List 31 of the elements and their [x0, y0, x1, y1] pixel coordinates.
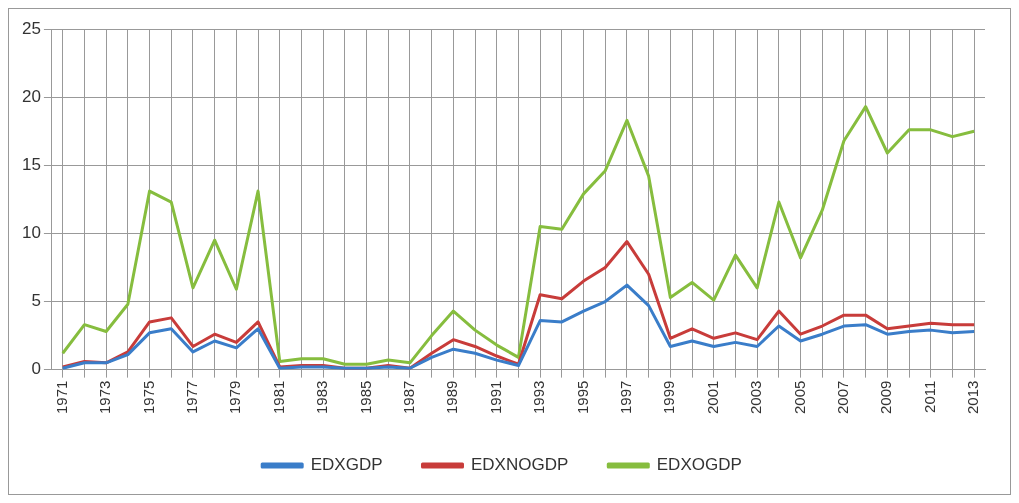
- x-tick-label: 2013: [964, 380, 982, 415]
- x-tick-label: 1977: [183, 380, 201, 415]
- x-tick-label: 1971: [52, 380, 70, 415]
- y-tick-label: 0: [31, 359, 41, 379]
- x-tick-label: 2005: [790, 380, 808, 415]
- x-tick-label: 1985: [356, 380, 374, 415]
- x-tick-label: 1973: [96, 380, 114, 415]
- x-tick-label: 1995: [573, 380, 591, 415]
- x-tick-label: 1983: [313, 380, 331, 415]
- legend-label: EDXGDP: [310, 455, 383, 475]
- legend-label: EDXOGDP: [656, 455, 742, 475]
- x-tick-label: 2003: [747, 380, 765, 415]
- y-tick-label: 20: [21, 86, 41, 106]
- x-tick-label: 2001: [703, 380, 721, 415]
- x-tick-label: 2011: [920, 380, 938, 413]
- x-tick-label: 1991: [486, 380, 504, 415]
- y-tick-label: 10: [21, 223, 41, 243]
- x-tick-label: 1979: [226, 380, 244, 415]
- x-tick-label: 1997: [617, 380, 635, 415]
- x-tick-label: 1987: [400, 380, 418, 415]
- y-tick-label: 5: [31, 291, 41, 311]
- y-tick-label: 25: [21, 18, 41, 38]
- y-tick-label: 15: [21, 154, 41, 174]
- x-tick-label: 2009: [877, 380, 895, 415]
- x-tick-label: 1989: [443, 380, 461, 415]
- x-tick-label: 2007: [834, 380, 852, 415]
- x-tick-label: 1981: [269, 380, 287, 415]
- x-tick-label: 1975: [139, 380, 157, 415]
- legend-label: EDXNOGDP: [470, 455, 569, 475]
- x-tick-label: 1993: [530, 380, 548, 415]
- x-tick-label: 1999: [660, 380, 678, 415]
